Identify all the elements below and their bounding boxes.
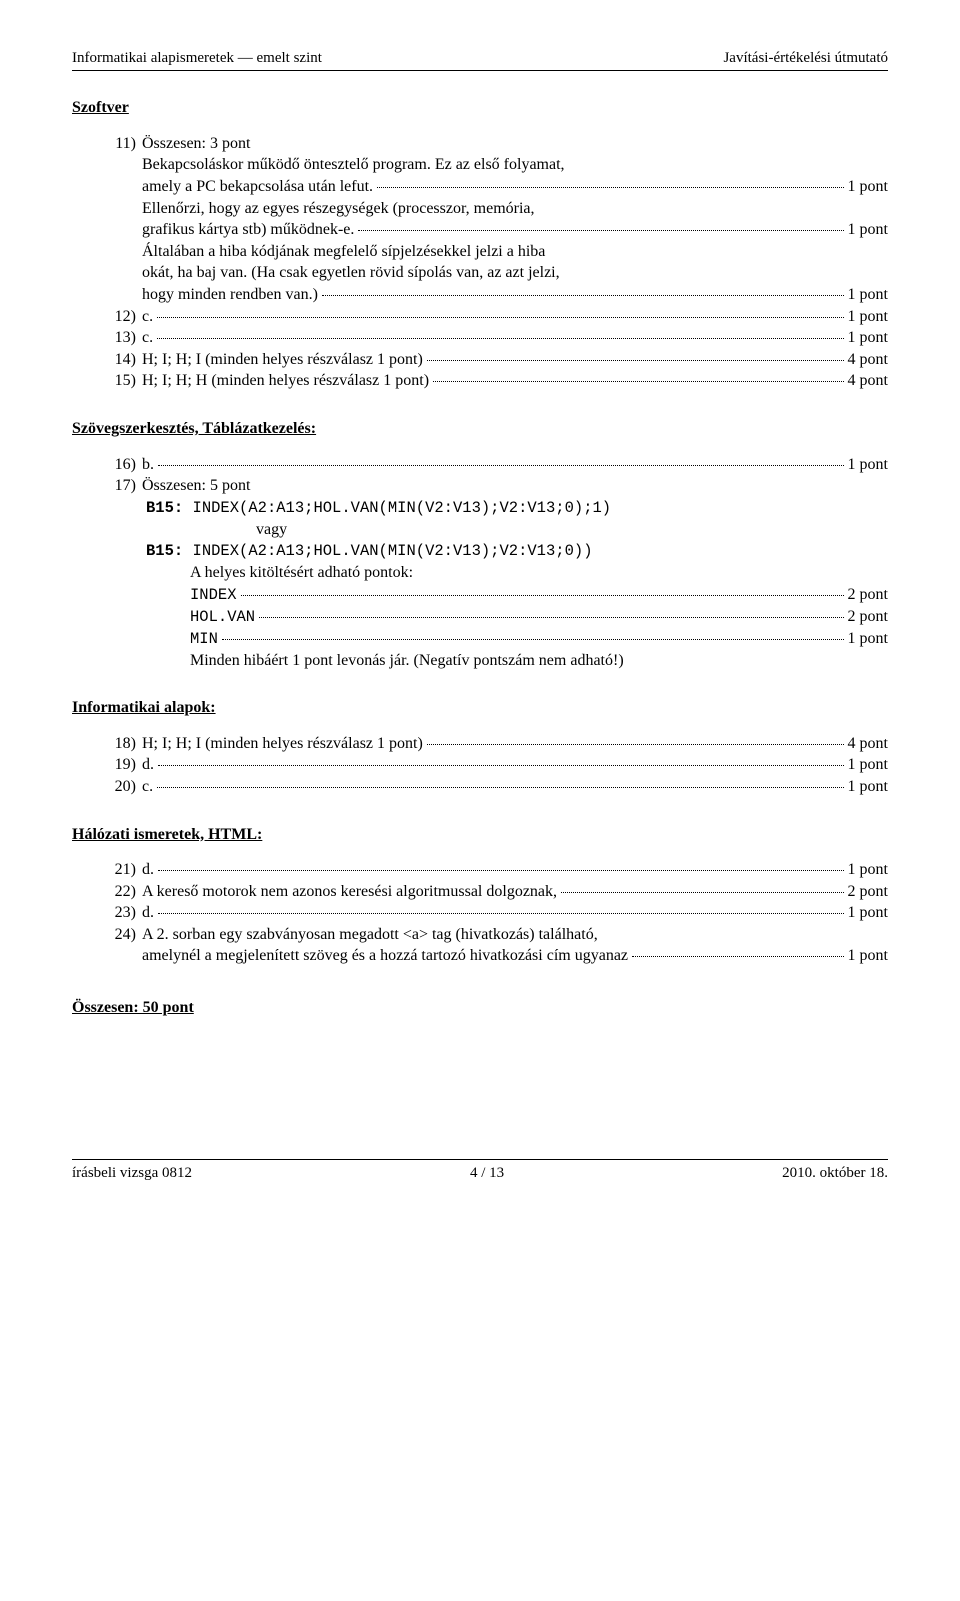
dots-icon bbox=[561, 892, 844, 893]
q13: 13) c. 1 pont bbox=[108, 327, 888, 349]
footer-right: 2010. október 18. bbox=[782, 1163, 888, 1183]
section-szoftver-body: 11) Összesen: 3 pont Bekapcsoláskor műkö… bbox=[108, 133, 888, 392]
b15-line-1: B15: INDEX(A2:A13;HOL.VAN(MIN(V2:V13);V2… bbox=[146, 497, 888, 519]
q22: 22) A kereső motorok nem azonos keresési… bbox=[108, 881, 888, 903]
dots-icon bbox=[433, 381, 844, 382]
q11-l3c: hogy minden rendben van.) 1 pont bbox=[142, 284, 888, 306]
footer-center: 4 / 13 bbox=[470, 1163, 504, 1183]
header-rule bbox=[72, 70, 888, 71]
dots-icon bbox=[259, 617, 843, 618]
q19: 19) d. 1 pont bbox=[108, 754, 888, 776]
section-szoveg-body: 16) b. 1 pont 17) Összesen: 5 pont B15: … bbox=[108, 454, 888, 672]
helyes-label: A helyes kitöltésért adható pontok: bbox=[190, 562, 888, 584]
dots-icon bbox=[427, 744, 844, 745]
min-line: MIN 1 pont bbox=[190, 628, 888, 650]
dots-icon bbox=[427, 360, 844, 361]
q24: 24) A 2. sorban egy szabványosan megadot… bbox=[108, 924, 888, 967]
q24-l1: A 2. sorban egy szabványosan megadott <a… bbox=[142, 924, 888, 946]
footer-left: írásbeli vizsga 0812 bbox=[72, 1163, 192, 1183]
q17-details: B15: INDEX(A2:A13;HOL.VAN(MIN(V2:V13);V2… bbox=[108, 497, 888, 671]
dots-icon bbox=[358, 230, 843, 231]
section-szoveg-title: Szövegszerkesztés, Táblázatkezelés: bbox=[72, 418, 888, 440]
q11-l2a: Ellenőrzi, hogy az egyes részegységek (p… bbox=[142, 198, 888, 220]
q17-sub: A helyes kitöltésért adható pontok: INDE… bbox=[146, 562, 888, 671]
dots-icon bbox=[377, 187, 844, 188]
dots-icon bbox=[222, 639, 844, 640]
dots-icon bbox=[158, 913, 844, 914]
q23: 23) d. 1 pont bbox=[108, 902, 888, 924]
q18: 18) H; I; H; I (minden helyes részválasz… bbox=[108, 733, 888, 755]
holvan-line: HOL.VAN 2 pont bbox=[190, 606, 888, 628]
page-header: Informatikai alapismeretek — emelt szint… bbox=[72, 48, 888, 68]
q11-l3a: Általában a hiba kódjának megfelelő sípj… bbox=[142, 241, 888, 263]
q11-l1b: amely a PC bekapcsolása után lefut. 1 po… bbox=[142, 176, 888, 198]
q11-l2b: grafikus kártya stb) működnek-e. 1 pont bbox=[142, 219, 888, 241]
q14: 14) H; I; H; I (minden helyes részválasz… bbox=[108, 349, 888, 371]
index-line: INDEX 2 pont bbox=[190, 584, 888, 606]
dots-icon bbox=[632, 956, 844, 957]
q12: 12) c. 1 pont bbox=[108, 306, 888, 328]
header-right: Javítási-értékelési útmutató bbox=[723, 48, 888, 68]
q16: 16) b. 1 pont bbox=[108, 454, 888, 476]
dots-icon bbox=[241, 595, 844, 596]
dots-icon bbox=[157, 317, 843, 318]
megj-label: Minden hibáért 1 pont levonás jár. (Nega… bbox=[190, 650, 888, 672]
total-points: Összesen: 50 pont bbox=[72, 997, 888, 1019]
q11-number: 11) bbox=[108, 133, 142, 155]
section-infoalap-body: 18) H; I; H; I (minden helyes részválasz… bbox=[108, 733, 888, 798]
vagy-label: vagy bbox=[146, 519, 888, 541]
section-halozat-body: 21) d. 1 pont 22) A kereső motorok nem a… bbox=[108, 859, 888, 967]
q11-intro: Összesen: 3 pont bbox=[142, 133, 888, 155]
page-footer: írásbeli vizsga 0812 4 / 13 2010. októbe… bbox=[72, 1159, 888, 1183]
q17-intro: Összesen: 5 pont bbox=[142, 475, 888, 497]
q11: 11) Összesen: 3 pont Bekapcsoláskor műkö… bbox=[108, 133, 888, 306]
section-halozat-title: Hálózati ismeretek, HTML: bbox=[72, 824, 888, 846]
q24-l2: amelynél a megjelenített szöveg és a hoz… bbox=[142, 945, 888, 967]
q17: 17) Összesen: 5 pont bbox=[108, 475, 888, 497]
dots-icon bbox=[158, 870, 844, 871]
dots-icon bbox=[158, 765, 844, 766]
dots-icon bbox=[158, 465, 844, 466]
footer-rule bbox=[72, 1159, 888, 1160]
q11-l1a: Bekapcsoláskor működő öntesztelő program… bbox=[142, 154, 888, 176]
dots-icon bbox=[322, 295, 844, 296]
dots-icon bbox=[157, 787, 843, 788]
section-szoftver-title: Szoftver bbox=[72, 97, 888, 119]
header-left: Informatikai alapismeretek — emelt szint bbox=[72, 48, 322, 68]
q15: 15) H; I; H; H (minden helyes részválasz… bbox=[108, 370, 888, 392]
q21: 21) d. 1 pont bbox=[108, 859, 888, 881]
section-infoalap-title: Informatikai alapok: bbox=[72, 697, 888, 719]
q11-l3b: okát, ha baj van. (Ha csak egyetlen rövi… bbox=[142, 262, 888, 284]
q20: 20) c. 1 pont bbox=[108, 776, 888, 798]
b15-line-2: B15: INDEX(A2:A13;HOL.VAN(MIN(V2:V13);V2… bbox=[146, 540, 888, 562]
dots-icon bbox=[157, 338, 843, 339]
